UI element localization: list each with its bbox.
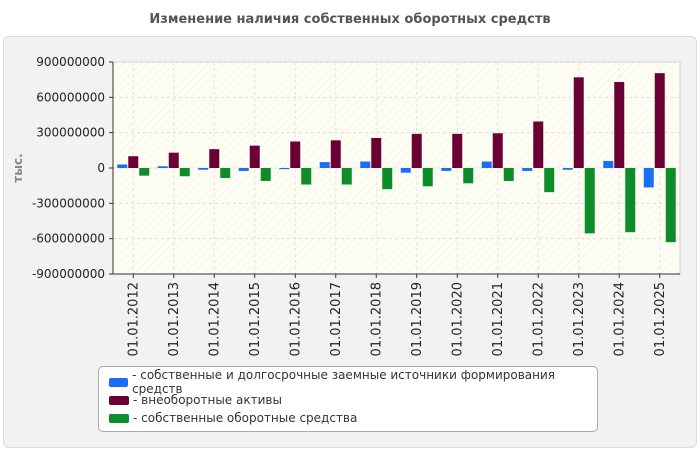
bar xyxy=(157,166,168,168)
x-tick-label: 01.01.2013 xyxy=(167,282,182,356)
legend-label-noncurrent-assets: - внеоборотные активы xyxy=(133,393,282,407)
x-tick-label: 01.01.2017 xyxy=(329,282,344,356)
x-tick-label: 01.01.2024 xyxy=(612,282,627,356)
chart-legend: - собственные и долгосрочные заемные ист… xyxy=(98,366,598,432)
bar xyxy=(341,168,352,185)
legend-label-working-capital: - собственные оборотные средства xyxy=(133,411,358,425)
bar xyxy=(128,156,139,168)
x-tick-label: 01.01.2020 xyxy=(450,282,465,356)
chart-title: Изменение наличия собственных оборотных … xyxy=(149,12,551,27)
bar xyxy=(117,164,128,168)
y-tick-label: -900000000 xyxy=(32,267,105,281)
bar xyxy=(562,168,573,170)
y-tick-label: 900000000 xyxy=(36,55,105,69)
bar xyxy=(139,168,150,176)
bar xyxy=(301,168,312,185)
y-tick-label: 600000000 xyxy=(36,90,105,104)
x-tick-label: 01.01.2016 xyxy=(288,282,303,356)
legend-item-noncurrent-assets: - внеоборотные активы xyxy=(109,391,587,409)
bar xyxy=(360,161,371,168)
bar xyxy=(463,168,474,184)
x-tick-label: 01.01.2025 xyxy=(653,282,668,356)
bar xyxy=(603,160,614,168)
bar xyxy=(319,162,330,168)
bar xyxy=(643,168,654,188)
bar xyxy=(168,152,179,168)
legend-swatch-working-capital xyxy=(109,413,129,423)
bar xyxy=(522,168,533,171)
bar xyxy=(533,121,544,168)
bar xyxy=(654,73,665,168)
bar xyxy=(625,168,636,233)
bar xyxy=(411,133,422,168)
x-tick-label: 01.01.2021 xyxy=(491,282,506,356)
bar xyxy=(198,168,209,170)
bar xyxy=(179,168,190,177)
x-tick-label: 01.01.2015 xyxy=(248,282,263,356)
bar xyxy=(249,145,260,168)
bar xyxy=(400,168,411,173)
bar xyxy=(238,168,249,171)
y-tick-label: 300000000 xyxy=(36,126,105,140)
bar xyxy=(584,168,595,234)
bar xyxy=(290,141,301,168)
legend-item-working-capital: - собственные оборотные средства xyxy=(109,409,587,427)
bar xyxy=(614,82,625,168)
x-tick-label: 01.01.2023 xyxy=(572,282,587,356)
x-tick-label: 01.01.2019 xyxy=(410,282,425,356)
bar xyxy=(492,133,503,168)
bar xyxy=(209,149,220,168)
bar xyxy=(330,140,341,168)
bar xyxy=(452,133,463,168)
y-axis-label: тыс. xyxy=(11,153,25,182)
bar xyxy=(503,168,514,181)
bar xyxy=(279,168,290,170)
y-tick-label: 0 xyxy=(97,161,105,175)
bar xyxy=(481,161,492,168)
bar xyxy=(260,168,271,181)
x-tick-label: 01.01.2012 xyxy=(126,282,141,356)
x-tick-label: 01.01.2022 xyxy=(531,282,546,356)
bar xyxy=(573,77,584,168)
legend-label-sources: - собственные и долгосрочные заемные ист… xyxy=(132,368,556,396)
bar xyxy=(544,168,555,193)
legend-swatch-sources xyxy=(109,377,129,387)
bar xyxy=(220,168,231,179)
bar xyxy=(441,168,452,171)
bar xyxy=(665,168,676,243)
bar xyxy=(382,168,393,190)
legend-item-sources: - собственные и долгосрочные заемные ист… xyxy=(109,368,587,396)
x-tick-label: 01.01.2014 xyxy=(207,282,222,356)
bar xyxy=(422,168,433,187)
y-tick-label: -600000000 xyxy=(32,232,105,246)
legend-swatch-noncurrent-assets xyxy=(109,395,129,405)
bar xyxy=(371,137,382,168)
y-tick-label: -300000000 xyxy=(32,196,105,210)
x-tick-label: 01.01.2018 xyxy=(369,282,384,356)
